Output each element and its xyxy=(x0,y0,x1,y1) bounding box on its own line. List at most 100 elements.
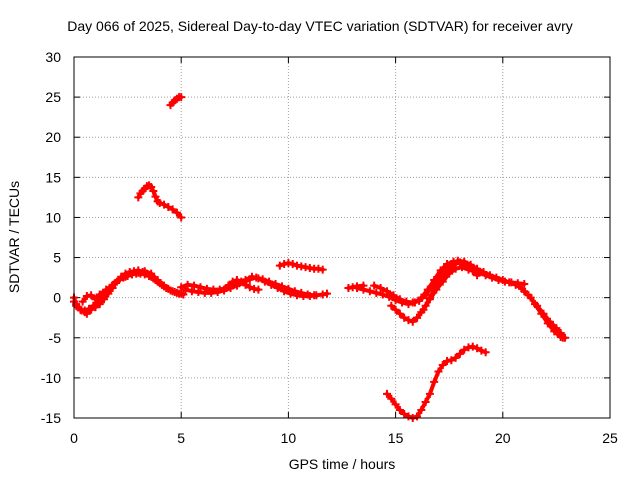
data-point xyxy=(252,273,261,282)
data-point xyxy=(220,285,229,294)
data-point xyxy=(237,277,246,286)
data-point xyxy=(224,281,233,290)
data-point xyxy=(134,193,143,202)
data-point xyxy=(181,285,190,294)
data-point xyxy=(72,301,81,310)
data-point xyxy=(265,277,274,286)
data-point xyxy=(455,258,464,267)
data-point xyxy=(284,284,293,293)
data-point xyxy=(451,353,460,362)
data-point xyxy=(196,283,205,292)
data-point xyxy=(492,273,501,282)
data-point xyxy=(166,286,175,295)
y-tick-label: 10 xyxy=(45,209,61,225)
y-axis-label: SDTVAR / TECUs xyxy=(6,180,22,294)
y-tick-label: -15 xyxy=(41,410,61,426)
data-point xyxy=(115,276,124,285)
x-tick-label: 10 xyxy=(281,430,297,446)
y-tick-label: 15 xyxy=(45,169,61,185)
data-point xyxy=(318,265,327,274)
data-point xyxy=(430,285,439,294)
data-point xyxy=(290,287,299,296)
data-point xyxy=(560,333,569,342)
x-tick-label: 20 xyxy=(495,430,511,446)
data-point xyxy=(539,309,548,318)
data-point xyxy=(417,308,426,317)
series-arc-c xyxy=(78,267,169,306)
data-point xyxy=(151,192,160,201)
x-axis-label: GPS time / hours xyxy=(288,456,396,472)
data-point xyxy=(241,280,250,289)
data-point xyxy=(149,186,158,195)
y-tick-label: 5 xyxy=(53,250,61,266)
data-point xyxy=(245,283,254,292)
data-point xyxy=(421,291,430,300)
data-point xyxy=(505,278,514,287)
data-point xyxy=(438,361,447,370)
data-point xyxy=(477,346,486,355)
data-point xyxy=(277,282,286,291)
data-point xyxy=(556,328,565,337)
x-tick-label: 25 xyxy=(602,430,618,446)
series-trace xyxy=(136,183,184,220)
data-point xyxy=(121,272,130,281)
data-point xyxy=(460,259,469,268)
data-point xyxy=(468,267,477,276)
data-point xyxy=(147,269,156,278)
data-point xyxy=(430,377,439,386)
data-point xyxy=(395,309,404,318)
data-point xyxy=(498,276,507,285)
data-point xyxy=(365,287,374,296)
data-point xyxy=(447,356,456,365)
data-point xyxy=(275,261,284,270)
data-point xyxy=(153,276,162,285)
chart-title: Day 066 of 2025, Sidereal Day-to-day VTE… xyxy=(67,18,573,34)
data-point xyxy=(91,295,100,304)
data-point xyxy=(179,290,188,299)
data-point xyxy=(383,389,392,398)
data-point xyxy=(177,283,186,292)
plot-frame xyxy=(73,56,611,419)
data-point xyxy=(473,344,482,353)
data-point xyxy=(190,281,199,290)
data-point xyxy=(455,349,464,358)
data-point xyxy=(552,324,561,333)
data-point xyxy=(395,295,404,304)
data-point xyxy=(387,301,396,310)
series-arc-i xyxy=(275,259,327,274)
data-point xyxy=(434,367,443,376)
data-point xyxy=(372,288,381,297)
data-point xyxy=(228,277,237,286)
data-point xyxy=(400,313,409,322)
data-point xyxy=(213,288,222,297)
data-point xyxy=(383,287,392,296)
data-point xyxy=(511,280,520,289)
y-tick-label: -5 xyxy=(49,330,62,346)
data-point xyxy=(533,301,542,310)
grid xyxy=(74,57,610,418)
data-point xyxy=(359,285,368,294)
data-point xyxy=(421,301,430,310)
data-point xyxy=(232,276,241,285)
series-arc-n xyxy=(413,258,482,322)
data-point xyxy=(95,290,104,299)
data-point xyxy=(102,285,111,294)
series-arc-g xyxy=(181,273,319,300)
data-point xyxy=(147,182,156,191)
data-point xyxy=(481,348,490,357)
data-point xyxy=(443,267,452,276)
y-tick-label: 25 xyxy=(45,89,61,105)
data-point xyxy=(434,279,443,288)
series-arc-o xyxy=(520,287,569,342)
data-point xyxy=(172,208,181,217)
data-point xyxy=(127,270,136,279)
data-point xyxy=(464,263,473,272)
data-point xyxy=(160,200,169,209)
data-point xyxy=(545,317,554,326)
data-point xyxy=(400,409,409,418)
data-point xyxy=(164,203,173,212)
data-point xyxy=(80,306,89,315)
data-point xyxy=(89,301,98,310)
data-point xyxy=(170,288,179,297)
